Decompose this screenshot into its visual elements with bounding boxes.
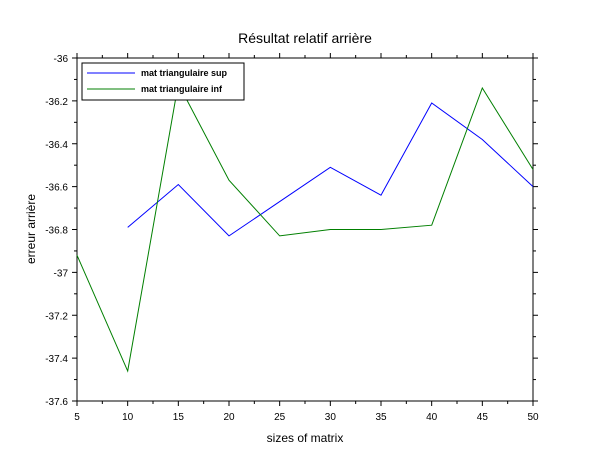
x-tick-label: 20 xyxy=(223,412,235,423)
x-tick-label: 15 xyxy=(173,412,185,423)
x-tick-label: 30 xyxy=(325,412,337,423)
y-tick-label: -36.2 xyxy=(45,97,68,108)
x-tick-label: 45 xyxy=(477,412,489,423)
y-tick-label: -37.4 xyxy=(45,354,68,365)
x-axis-label: sizes of matrix xyxy=(267,431,344,445)
legend-label-mat-triangulaire-sup: mat triangulaire sup xyxy=(141,68,228,78)
y-tick-label: -37 xyxy=(54,268,69,279)
plot-area xyxy=(76,57,534,402)
y-tick-label: -36.6 xyxy=(45,183,68,194)
series-lines xyxy=(76,82,534,373)
x-tick-label: 25 xyxy=(274,412,286,423)
legend-box xyxy=(81,62,245,101)
y-axis-label: erreur arrière xyxy=(24,194,38,264)
axis-ticks: 5 10 15 20 25 30 35 40 45 50 -36 -36.2 -36.4 -36.6 -36… xyxy=(45,53,539,423)
chart-title: Résultat relatif arrière xyxy=(238,30,372,46)
y-tick-label: -36 xyxy=(54,54,69,65)
y-tick-label: -36.8 xyxy=(45,226,68,237)
y-tick-label: -37.2 xyxy=(45,311,68,322)
series-line-mat-triangulaire-sup xyxy=(127,102,534,237)
y-tick-label: -37.6 xyxy=(45,397,68,408)
legend: mat triangulaire sup mat triangulaire in… xyxy=(81,62,245,101)
x-tick-label: 10 xyxy=(122,412,134,423)
y-tick-label: -36.4 xyxy=(45,140,68,151)
legend-label-mat-triangulaire-inf: mat triangulaire inf xyxy=(141,84,223,94)
x-tick-label: 35 xyxy=(375,412,387,423)
x-tick-label: 50 xyxy=(527,412,539,423)
x-tick-label: 40 xyxy=(426,412,438,423)
series-line-mat-triangulaire-inf xyxy=(76,82,534,373)
x-tick-label: 5 xyxy=(74,412,80,423)
